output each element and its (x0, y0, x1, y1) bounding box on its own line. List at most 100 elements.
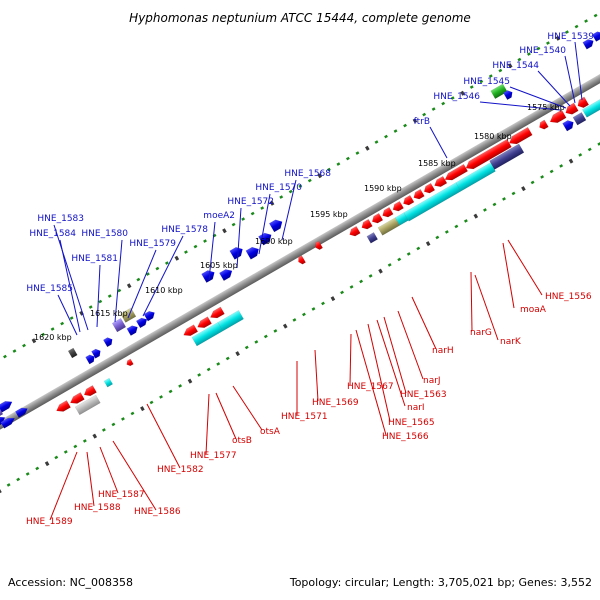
tick-mark (536, 46, 541, 51)
reverse-gene-label: HNE_1587 (98, 490, 145, 500)
reverse-gene-label: HNE_1565 (388, 418, 435, 428)
gene-feature (103, 337, 113, 348)
tick-mark (546, 41, 550, 45)
gene-feature (382, 206, 394, 218)
tick-mark (378, 268, 383, 274)
reverse-gene-label-leader-line (146, 403, 181, 469)
tick-mark (16, 477, 21, 482)
tick-mark (69, 316, 74, 320)
gene-feature (15, 407, 28, 418)
gene-feature (403, 194, 415, 206)
tick-mark (302, 312, 306, 317)
gene-feature (0, 406, 4, 422)
tick-mark (406, 252, 411, 256)
forward-gene-label-leader-line (564, 55, 576, 104)
forward-gene-label-leader-line (429, 126, 448, 159)
tick-mark (263, 334, 268, 339)
gene-feature (201, 270, 215, 283)
tick-mark (326, 167, 331, 172)
gene-feature (143, 311, 155, 322)
reverse-gene-label: HNE_1588 (74, 503, 121, 513)
gene-label-callouts: HNE_1539 HNE_1540 HNE_1544 HNE_1545 HNE_1546… (26, 32, 594, 527)
tick-mark (117, 288, 122, 293)
tick-mark (349, 285, 354, 289)
tick-mark (460, 90, 465, 96)
forward-gene-label-leader-line (509, 86, 567, 109)
tick-mark (425, 241, 431, 247)
reverse-gene-label: HNE_1586 (134, 507, 181, 517)
gene-feature (444, 163, 468, 181)
tick-mark (498, 68, 503, 73)
forward-gene-label-leader-line (281, 179, 297, 241)
tick-mark (321, 301, 325, 306)
reverse-gene-label-leader-line (205, 393, 210, 455)
forward-gene-label-leader-line (208, 221, 216, 281)
gene-feature (258, 232, 272, 246)
tick-mark (507, 63, 513, 69)
gene-feature (67, 347, 78, 359)
gene-feature (111, 318, 127, 333)
gene-feature (298, 255, 306, 265)
gene-feature (503, 90, 513, 101)
tick-mark (88, 305, 93, 309)
tick-mark (298, 184, 303, 188)
tick-mark (568, 158, 574, 164)
tick-mark (73, 444, 78, 449)
tick-mark (225, 356, 230, 361)
gene-feature (103, 377, 113, 388)
forward-gene-label-leader-line (142, 235, 184, 317)
forward-gene-label-leader-line (574, 41, 583, 101)
tick-mark (54, 455, 59, 460)
tick-mark (50, 327, 55, 331)
gene-feature (135, 317, 148, 329)
forward-gene-label: HNE_1585 (26, 284, 73, 294)
forward-gene-label-leader-line (53, 224, 89, 331)
reverse-gene-label-leader-line (215, 392, 237, 440)
forward-gene-label-leader-line (114, 239, 123, 323)
tick-mark (107, 294, 112, 298)
gene-feature (549, 109, 567, 123)
tick-mark (292, 318, 297, 322)
tick-mark (0, 488, 2, 494)
tick-mark (307, 178, 312, 183)
reverse-gene-label-leader-line (314, 349, 319, 402)
tick-mark (483, 208, 487, 212)
kbp-label: 1580 kbp (474, 132, 512, 141)
reverse-gene-label: HNE_1589 (26, 517, 73, 527)
gene-feature (0, 401, 13, 413)
gene-feature (539, 119, 549, 130)
reverse-gene-label-leader-line (411, 296, 437, 350)
tick-mark (31, 338, 37, 344)
tick-mark (469, 85, 474, 89)
kbp-scale-labels: 1575 kbp 1580 kbp 1585 kbp 1590 kbp 1595 kbp… (34, 103, 565, 342)
tick-mark (355, 151, 360, 155)
forward-gene-label-leader-line (236, 207, 242, 269)
tick-mark (403, 123, 407, 128)
forward-gene-label-leader-line (127, 249, 157, 319)
kbp-label: 1605 kbp (200, 261, 238, 270)
gene-feature (465, 138, 512, 170)
gene-feature (361, 218, 373, 230)
tick-mark (454, 224, 459, 229)
gene-feature (349, 225, 361, 237)
reverse-gene-label: HNE_1569 (312, 398, 359, 408)
forward-gene-label: HNE_1572 (227, 197, 274, 207)
gene-feature (562, 120, 574, 132)
tick-mark (393, 129, 398, 133)
tick-mark (155, 266, 160, 271)
reverse-gene-label-leader-line (232, 385, 263, 431)
gene-feature (74, 394, 101, 416)
tick-mark (203, 239, 207, 243)
reverse-gene-label: narG (470, 328, 492, 338)
tick-mark (336, 162, 341, 166)
forward-gene-label: HNE_1545 (463, 77, 510, 87)
tick-mark (549, 169, 554, 174)
tick-mark (244, 345, 249, 350)
forward-gene-label-leader-line (479, 101, 561, 111)
tick-mark (41, 332, 45, 337)
genome-backbone (0, 0, 600, 529)
tick-mark (3, 354, 7, 359)
tick-mark (517, 57, 522, 62)
tick-mark (416, 246, 421, 251)
kbp-label: 1585 kbp (418, 159, 456, 168)
